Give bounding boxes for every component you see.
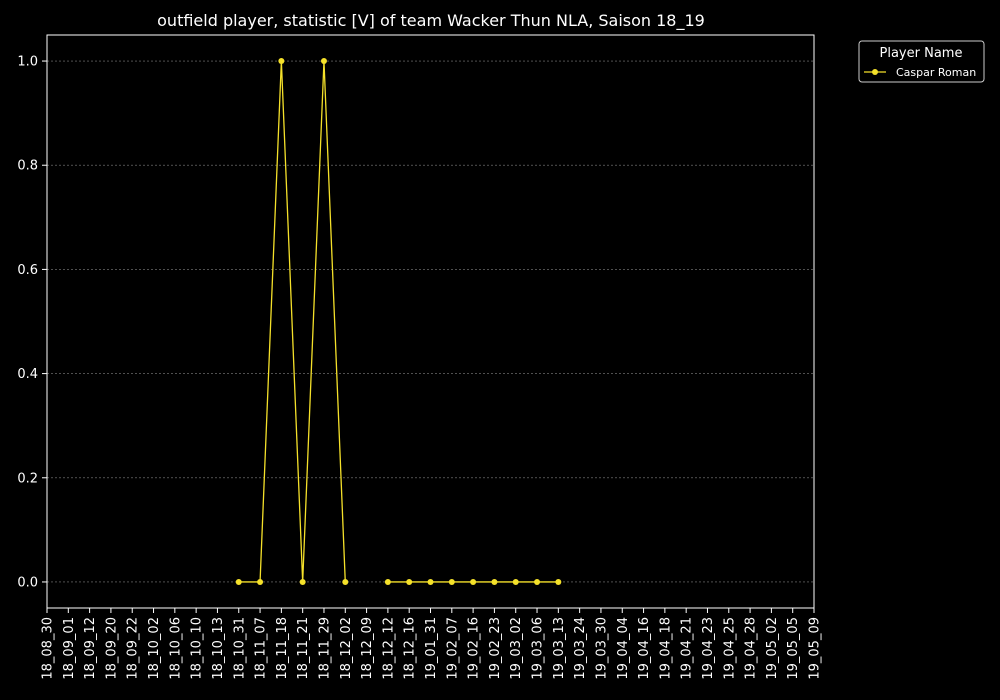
- x-tick-label: 19_03_24: [573, 617, 588, 680]
- x-tick-label: 18_11_07: [254, 617, 269, 680]
- series-group: [235, 58, 562, 585]
- y-axis: 0.0 0.2 0.4 0.6 0.8 1.0: [17, 55, 47, 590]
- data-point: [534, 578, 541, 585]
- legend-box: [858, 40, 985, 83]
- chart-title: outfield player, statistic [V] of team W…: [157, 11, 705, 31]
- x-tick-label: 18_12_02: [339, 617, 354, 680]
- x-tick-label: 19_05_05: [786, 617, 801, 680]
- x-tick-label: 18_11_21: [296, 617, 311, 680]
- y-tick-label: 0.4: [17, 367, 38, 382]
- x-tick-label: 18_10_02: [147, 617, 162, 680]
- x-tick-label: 18_09_22: [126, 617, 141, 680]
- x-tick-label: 19_04_16: [637, 617, 652, 680]
- x-tick-label: 19_04_28: [744, 617, 759, 680]
- x-tick-label: 18_11_29: [317, 617, 332, 680]
- x-tick-label: 18_10_06: [168, 617, 183, 680]
- x-tick-label: 19_03_30: [594, 617, 609, 680]
- data-point: [384, 578, 391, 585]
- x-axis: 18_08_30 18_09_01 18_09_12 18_09_20 18_09_22…: [41, 608, 823, 680]
- plot-frame: [46, 34, 815, 609]
- x-tick-label: 19_04_04: [616, 617, 631, 680]
- x-tick-label: 19_05_02: [765, 617, 780, 680]
- data-point: [320, 58, 327, 65]
- x-tick-label: 18_10_10: [190, 617, 205, 680]
- x-tick-label: 18_11_18: [275, 617, 290, 680]
- x-tick-label: 19_04_18: [658, 617, 673, 680]
- y-tick-label: 0.6: [17, 263, 38, 278]
- y-tick-label: 0.0: [17, 575, 38, 590]
- x-tick-label: 19_04_25: [722, 617, 737, 680]
- data-point: [406, 578, 413, 585]
- legend-series-label: Caspar Roman: [896, 66, 976, 79]
- data-point: [470, 578, 477, 585]
- x-tick-label: 19_04_21: [680, 617, 695, 680]
- y-tick-label: 0.2: [17, 471, 38, 486]
- x-tick-label: 19_02_07: [445, 617, 460, 680]
- x-tick-label: 19_02_16: [467, 617, 482, 680]
- x-tick-label: 18_09_12: [83, 617, 98, 680]
- x-tick-label: 19_05_09: [808, 617, 823, 680]
- x-tick-label: 19_03_06: [531, 617, 546, 680]
- data-point: [257, 578, 264, 585]
- x-tick-label: 19_03_13: [552, 617, 567, 680]
- data-point: [299, 578, 306, 585]
- data-point: [448, 578, 455, 585]
- legend-series-marker: [872, 69, 878, 75]
- data-point: [491, 578, 498, 585]
- x-tick-label: 19_02_23: [488, 617, 503, 680]
- x-tick-label: 18_08_30: [41, 617, 56, 680]
- data-point: [235, 578, 242, 585]
- series-line: [238, 60, 346, 583]
- x-tick-label: 18_09_01: [62, 617, 77, 680]
- x-tick-label: 18_10_31: [232, 617, 247, 680]
- x-tick-label: 18_10_13: [211, 617, 226, 680]
- data-point: [342, 578, 349, 585]
- data-point: [555, 578, 562, 585]
- data-point: [512, 578, 519, 585]
- x-tick-label: 18_12_16: [403, 617, 418, 680]
- data-point: [278, 58, 285, 65]
- legend: Player Name Caspar Roman: [858, 40, 985, 83]
- x-tick-label: 18_12_12: [381, 617, 396, 680]
- y-tick-label: 1.0: [17, 55, 38, 70]
- data-point: [427, 578, 434, 585]
- x-tick-label: 19_03_02: [509, 617, 524, 680]
- x-tick-label: 19_01_31: [424, 617, 439, 680]
- x-tick-label: 18_09_20: [104, 617, 119, 680]
- x-tick-label: 18_12_09: [360, 617, 375, 680]
- y-tick-label: 0.8: [17, 159, 38, 174]
- legend-title: Player Name: [880, 46, 963, 61]
- x-tick-label: 19_04_23: [701, 617, 716, 680]
